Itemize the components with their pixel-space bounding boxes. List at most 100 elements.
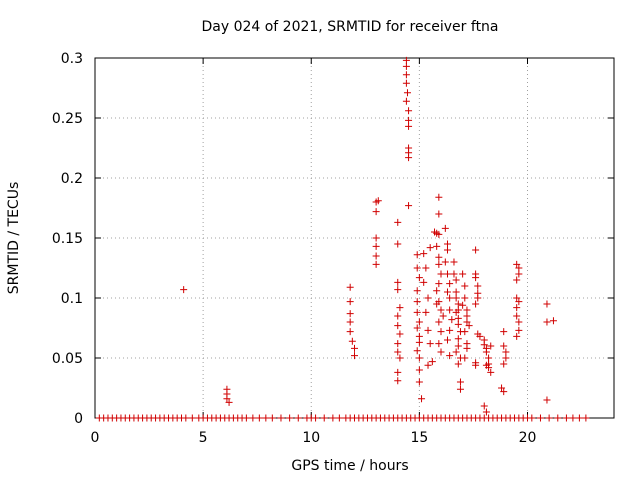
data-point <box>435 230 443 238</box>
data-point <box>249 414 257 422</box>
data-point <box>498 384 506 392</box>
data-point <box>223 395 231 403</box>
data-point <box>461 282 469 290</box>
plot-frame <box>94 57 615 419</box>
data-point <box>428 358 436 366</box>
data-point <box>182 414 190 422</box>
data-point <box>433 287 441 295</box>
data-point <box>515 270 523 278</box>
data-point <box>396 304 404 312</box>
data-point <box>396 330 404 338</box>
data-point <box>415 378 423 386</box>
data-point <box>422 264 430 272</box>
data-point <box>372 208 380 216</box>
data-point <box>446 280 454 288</box>
data-point <box>329 414 337 422</box>
data-point <box>450 270 458 278</box>
data-point <box>515 264 523 272</box>
x-tick-label: 15 <box>410 430 428 446</box>
data-point <box>394 368 402 376</box>
data-point <box>461 328 469 336</box>
data-point <box>513 304 521 312</box>
data-point <box>454 320 462 328</box>
data-point <box>513 294 521 302</box>
data-point <box>463 306 471 314</box>
data-point <box>346 328 354 336</box>
data-point <box>452 294 460 302</box>
data-point <box>502 348 510 356</box>
data-point <box>402 71 410 79</box>
data-point <box>394 240 402 248</box>
data-point <box>480 336 488 344</box>
data-point <box>424 361 432 369</box>
grid <box>95 58 614 418</box>
data-point <box>188 414 196 422</box>
data-point <box>456 378 464 386</box>
axis-ticks: 0 5 10 15 20 0 0.05 0.1 0.15 0.2 0.25 0.3 <box>52 51 614 446</box>
data-point <box>459 301 467 309</box>
data-point <box>461 294 469 302</box>
data-point <box>351 344 358 352</box>
data-point <box>335 414 343 422</box>
data-point <box>351 352 358 360</box>
data-point <box>415 332 423 340</box>
data-point <box>549 317 557 325</box>
y-tick-label: 0.3 <box>61 51 83 67</box>
data-point <box>225 398 233 406</box>
data-point <box>439 312 447 320</box>
data-point <box>394 286 402 294</box>
data-point <box>420 278 428 286</box>
x-tick-label: 5 <box>199 430 208 446</box>
data-point <box>515 298 523 306</box>
data-point <box>543 318 551 326</box>
data-point <box>413 298 421 306</box>
x-tick-label: 10 <box>302 430 320 446</box>
data-point <box>435 318 443 326</box>
data-point <box>474 282 482 290</box>
data-point <box>405 107 413 115</box>
data-point <box>402 56 410 64</box>
data-point <box>545 414 553 422</box>
data-point <box>405 122 413 130</box>
data-point <box>277 414 285 422</box>
data-point <box>515 318 523 326</box>
data-point <box>454 360 462 368</box>
data-point <box>435 253 443 261</box>
data-point <box>286 414 294 422</box>
data-point <box>424 294 432 302</box>
data-point <box>435 260 443 268</box>
data-point <box>346 283 354 291</box>
data-point <box>472 361 480 369</box>
data-point <box>482 408 490 416</box>
y-tick-label: 0.2 <box>61 171 83 187</box>
data-point <box>485 354 493 362</box>
data-point <box>437 348 445 356</box>
data-point <box>443 240 451 248</box>
data-point <box>435 280 443 288</box>
data-point <box>394 312 402 320</box>
data-point <box>474 294 482 302</box>
data-point <box>482 348 490 356</box>
data-point <box>320 414 328 422</box>
data-point <box>394 218 402 226</box>
data-point <box>372 234 380 242</box>
data-point <box>346 310 354 318</box>
data-point <box>405 202 413 210</box>
data-point <box>500 342 508 350</box>
x-axis-label: GPS time / hours <box>291 458 408 474</box>
data-point <box>312 414 320 422</box>
data-point <box>472 274 480 282</box>
data-point <box>562 414 570 422</box>
data-point <box>465 322 473 330</box>
chart-title: Day 024 of 2021, SRMTID for receiver ftn… <box>201 19 498 35</box>
data-point <box>452 276 460 284</box>
data-point <box>268 414 276 422</box>
y-tick-label: 0.05 <box>52 351 83 367</box>
data-point <box>463 312 471 320</box>
data-point <box>446 294 454 302</box>
data-point <box>487 368 495 376</box>
data-point <box>456 385 464 393</box>
data-point <box>476 332 484 340</box>
data-point <box>450 258 458 266</box>
